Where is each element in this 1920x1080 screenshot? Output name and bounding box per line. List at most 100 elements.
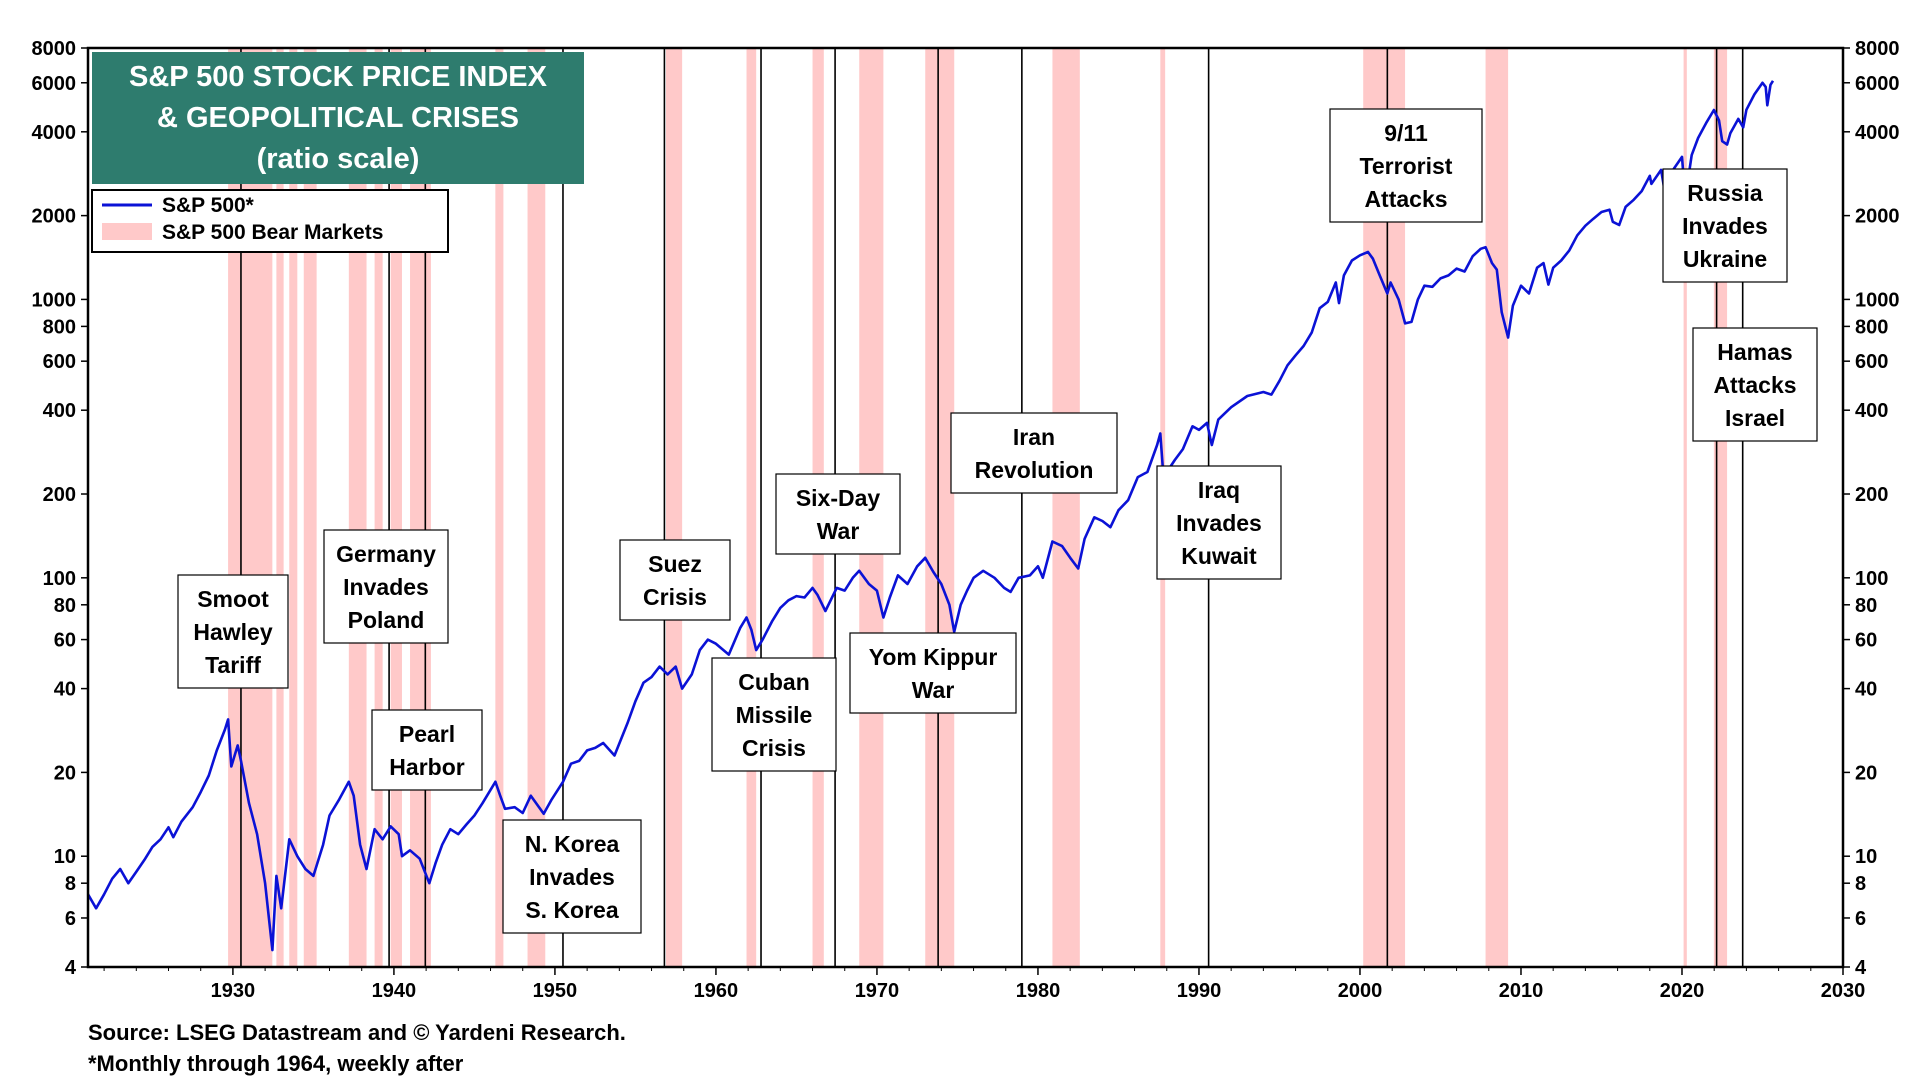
y-tick-label-right: 6: [1855, 908, 1866, 930]
y-tick-label-left: 100: [43, 568, 76, 590]
y-tick-label-left: 4000: [32, 122, 77, 144]
event-label-frame: [323, 529, 449, 644]
footnote: *Monthly through 1964, weekly after: [88, 1051, 464, 1076]
y-tick-label-right: 60: [1855, 630, 1877, 652]
event-label-box: Cuban Missile Crisis: [711, 657, 837, 772]
event-label-text: Suez: [648, 551, 702, 577]
legend-band-swatch: [102, 223, 152, 240]
y-tick-label-right: 4000: [1855, 122, 1900, 144]
y-tick-label-right: 80: [1855, 595, 1877, 617]
event-label-frame: [950, 412, 1118, 494]
chart-title: S&P 500 STOCK PRICE INDEX: [129, 61, 548, 93]
event-lines: [240, 48, 1744, 967]
event-label-frame: [711, 657, 837, 772]
bear-market-band: [390, 48, 402, 967]
bear-market-band: [348, 48, 367, 967]
x-tick-label: 1930: [211, 980, 256, 1002]
event-label-frame: [775, 473, 901, 555]
event-label-text: Invades: [343, 574, 429, 600]
title-background: [92, 52, 584, 184]
legend-frame: [91, 189, 449, 253]
x-tick-label: 1970: [855, 980, 900, 1002]
axis-ticks: 1930 1940 1950 1960 1970 1980 1990 2000 2010 2020…: [32, 38, 1900, 1002]
event-label-box: N. Korea Invades S. Korea: [502, 819, 642, 934]
event-label-frame: [177, 574, 289, 689]
event-label-text: Yom Kippur: [869, 644, 998, 670]
y-tick-label-left: 20: [54, 762, 76, 784]
legend: S&P 500* S&P 500 Bear Markets: [91, 189, 449, 253]
bear-market-band: [276, 48, 284, 967]
x-tick-label: 2030: [1821, 980, 1866, 1002]
y-tick-label-right: 20: [1855, 762, 1877, 784]
y-tick-label-left: 800: [43, 316, 76, 338]
chart-subtitle: (ratio scale): [257, 143, 420, 175]
chart-title-line2: & GEOPOLITICAL CRISES: [157, 102, 519, 134]
y-tick-label-left: 10: [54, 846, 76, 868]
event-label-text: Poland: [348, 607, 425, 633]
bear-market-band: [374, 48, 383, 967]
event-label-text: Revolution: [975, 457, 1094, 483]
event-label-frame: [1662, 168, 1788, 283]
y-tick-label-right: 200: [1855, 484, 1888, 506]
bear-market-band: [1485, 48, 1509, 967]
event-label-text: Smoot: [197, 586, 269, 612]
event-label-frame: [849, 632, 1017, 714]
x-tick-label: 1940: [372, 980, 417, 1002]
event-label-text: Invades: [1682, 213, 1768, 239]
y-tick-label-left: 6000: [32, 73, 77, 95]
y-tick-label-right: 1000: [1855, 289, 1900, 311]
y-tick-label-left: 1000: [32, 289, 77, 311]
bear-market-band: [410, 48, 431, 967]
event-label-box: 9/11 Terrorist Attacks: [1329, 108, 1483, 223]
event-label-text: Attacks: [1713, 372, 1796, 398]
bear-market-band: [495, 48, 504, 967]
event-label-box: Iraq Invades Kuwait: [1156, 465, 1282, 580]
event-label-text: Pearl: [399, 721, 455, 747]
event-label-box: Hamas Attacks Israel: [1692, 327, 1818, 442]
event-label-text: 9/11: [1384, 120, 1428, 146]
event-label-frame: [1156, 465, 1282, 580]
y-tick-label-left: 2000: [32, 206, 77, 228]
y-tick-label-right: 10: [1855, 846, 1877, 868]
bear-market-band: [303, 48, 317, 967]
y-tick-label-right: 400: [1855, 400, 1888, 422]
event-label-text: N. Korea: [525, 831, 620, 857]
event-label-frame: [371, 709, 483, 791]
legend-line-label: S&P 500*: [162, 194, 255, 217]
event-labels: Smoot Hawley Tariff Germany Invades Poland Pea…: [177, 108, 1818, 934]
y-tick-label-right: 600: [1855, 351, 1888, 373]
event-label-text: Cuban: [738, 669, 810, 695]
event-label-text: Germany: [336, 541, 436, 567]
x-tick-label: 2010: [1499, 980, 1544, 1002]
bear-market-band: [289, 48, 298, 967]
event-label-text: Six-Day: [796, 485, 881, 511]
bear-market-band: [925, 48, 955, 967]
y-tick-label-right: 4: [1855, 957, 1867, 979]
bear-market-band: [666, 48, 683, 967]
event-label-text: Missile: [736, 702, 813, 728]
x-tick-label: 1960: [694, 980, 739, 1002]
source-note: Source: LSEG Datastream and © Yardeni Re…: [88, 1020, 626, 1045]
event-label-text: Crisis: [643, 584, 707, 610]
event-label-text: Hawley: [193, 619, 272, 645]
event-label-text: Iran: [1013, 424, 1055, 450]
event-label-text: War: [912, 677, 955, 703]
event-label-box: Germany Invades Poland: [323, 529, 449, 644]
event-label-box: Suez Crisis: [619, 539, 731, 621]
bear-market-bands: [228, 48, 1728, 967]
x-tick-label: 2020: [1660, 980, 1705, 1002]
event-label-frame: [619, 539, 731, 621]
bear-market-band: [746, 48, 757, 967]
y-tick-label-right: 40: [1855, 679, 1877, 701]
bear-market-band: [1683, 48, 1687, 967]
y-tick-label-right: 8: [1855, 873, 1866, 895]
bear-market-band: [527, 48, 546, 967]
y-tick-label-left: 600: [43, 351, 76, 373]
x-tick-label: 1990: [1177, 980, 1222, 1002]
event-label-frame: [1329, 108, 1483, 223]
series-layer: [86, 80, 1775, 952]
title-box: S&P 500 STOCK PRICE INDEX & GEOPOLITICAL…: [92, 52, 584, 184]
y-tick-label-right: 8000: [1855, 38, 1900, 60]
event-label-box: Iran Revolution: [950, 412, 1118, 494]
